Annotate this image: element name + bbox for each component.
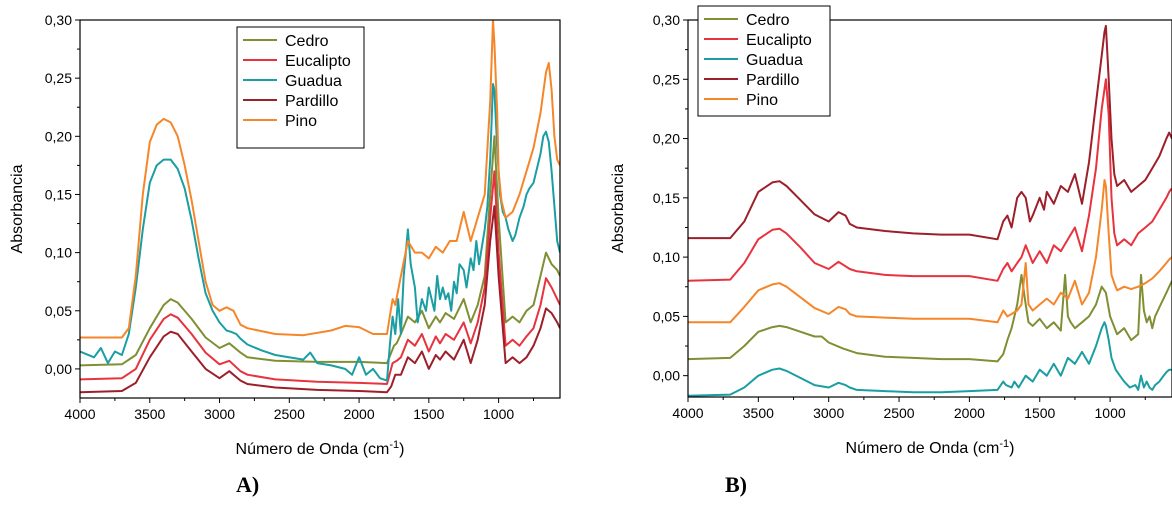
y-tick-label: 0,10 (653, 249, 680, 265)
series-line-pardillo (688, 24, 1172, 241)
panel-label-b: B) (725, 472, 747, 497)
series-line-cedro (80, 135, 560, 367)
x-tick-label: 2500 (274, 406, 305, 422)
y-axis-label: Absorbancia (9, 164, 26, 253)
plot-frame (79, 19, 561, 399)
y-tick-label: 0,20 (653, 131, 680, 147)
legend: Cedro Eucalipto Guadua Pardillo Pino (697, 5, 831, 117)
y-tick-label: 0,00 (653, 368, 680, 384)
legend: Cedro Eucalipto Guadua Pardillo Pino (236, 26, 365, 149)
y-tick-label: 0,05 (653, 308, 680, 324)
x-tick-label: 3000 (813, 405, 844, 421)
plot-area (688, 24, 1172, 397)
legend-label-pardillo: Pardillo (285, 93, 338, 110)
legend-box (697, 5, 831, 117)
legend-label-eucalipto: Eucalipto (746, 32, 812, 49)
y-tick-label: 0,20 (45, 128, 72, 144)
series-line-guadua (688, 321, 1172, 397)
x-tick-label: 1000 (1095, 405, 1126, 421)
legend-label-eucalipto: Eucalipto (285, 53, 351, 70)
x-tick-label: 1500 (1024, 405, 1055, 421)
x-tick-label: 3500 (743, 405, 774, 421)
series-line-pino (80, 20, 560, 339)
x-tick-label: 1000 (483, 406, 514, 422)
y-tick-label: 0,25 (653, 71, 680, 87)
y-tick-label: 0,15 (45, 186, 72, 202)
legend-label-cedro: Cedro (746, 12, 790, 29)
y-tick-label: 0,30 (653, 12, 680, 28)
series-line-guadua (80, 83, 560, 382)
x-tick-label: 3000 (204, 406, 235, 422)
series-line-cedro (688, 273, 1172, 363)
x-axis-label: Número de Onda (cm-1) (236, 439, 405, 458)
series-line-pardillo (80, 205, 560, 394)
series-line-eucalipto (688, 78, 1172, 282)
x-axis-label: Número de Onda (cm-1) (846, 438, 1015, 457)
series-line-pino (688, 179, 1172, 324)
x-tick-label: 2500 (883, 405, 914, 421)
x-tick-label: 3500 (134, 406, 165, 422)
legend-label-guadua: Guadua (746, 52, 803, 69)
legend-label-pino: Pino (746, 92, 778, 109)
x-tick-label: 2000 (954, 405, 985, 421)
legend-label-pardillo: Pardillo (746, 72, 799, 89)
y-tick-label: 0,15 (653, 190, 680, 206)
y-tick-label: 0,30 (45, 12, 72, 28)
x-tick-label: 4000 (64, 406, 95, 422)
y-tick-label: 0,25 (45, 70, 72, 86)
legend-box (236, 26, 365, 149)
x-tick-label: 2000 (343, 406, 374, 422)
chart-panel-a: 4000 3500 3000 2500 2000 1500 1000 0,00 0,05 0,10… (9, 12, 561, 458)
plot-frame (687, 19, 1172, 398)
x-tick-label: 4000 (672, 405, 703, 421)
y-tick-label: 0,00 (45, 361, 72, 377)
legend-label-pino: Pino (285, 113, 317, 130)
legend-label-guadua: Guadua (285, 73, 342, 90)
x-tick-label: 1500 (413, 406, 444, 422)
y-tick-label: 0,05 (45, 303, 72, 319)
y-tick-label: 0,10 (45, 245, 72, 261)
legend-label-cedro: Cedro (285, 33, 329, 50)
panel-label-a: A) (236, 472, 260, 497)
plot-area (80, 20, 560, 394)
chart-panel-b: 4000 3500 3000 2500 2000 1500 1000 0,00 0,05 0,10… (610, 5, 1172, 457)
y-axis-label: Absorbancia (610, 164, 627, 253)
series-line-eucalipto (80, 170, 560, 385)
